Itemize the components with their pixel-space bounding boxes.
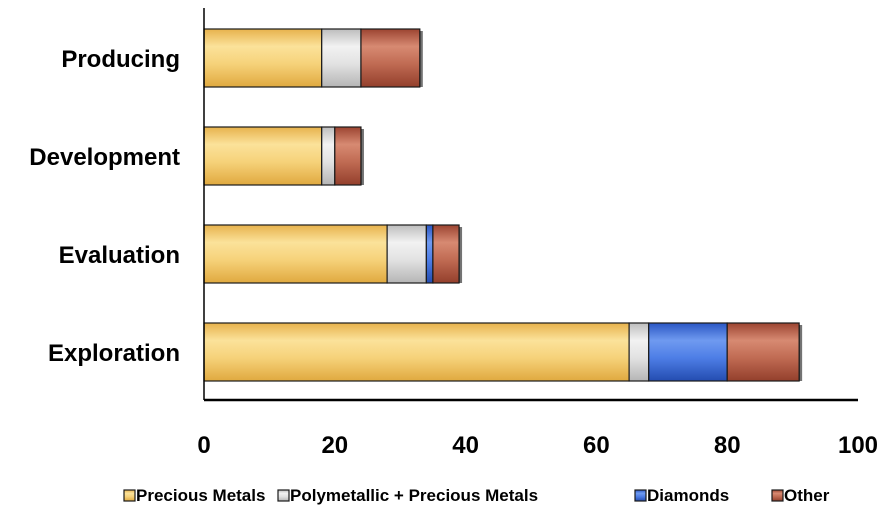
bar-development-polymetallic-precious-metals xyxy=(321,126,336,186)
x-tick-label-40: 40 xyxy=(452,432,479,459)
bar-exploration-polymetallic-precious-metals xyxy=(628,322,650,382)
bar-shadow-exploration xyxy=(799,325,803,381)
bar-exploration-precious-metals xyxy=(203,322,630,382)
x-tick-label-80: 80 xyxy=(714,432,741,459)
legend-label-other: Other xyxy=(784,486,830,505)
category-label-development: Development xyxy=(29,144,180,171)
bar-producing-precious-metals xyxy=(203,28,323,88)
bar-exploration-diamonds xyxy=(648,322,728,382)
bar-producing-polymetallic-precious-metals xyxy=(321,28,362,88)
bar-evaluation-diamonds xyxy=(425,224,434,284)
x-tick-label-100: 100 xyxy=(838,432,878,459)
legend-swatch-precious-metals xyxy=(123,489,136,502)
bar-shadow-evaluation xyxy=(459,227,463,283)
legend-label-diamonds: Diamonds xyxy=(647,486,729,505)
bar-shadow-development xyxy=(360,129,364,185)
category-label-producing: Producing xyxy=(61,46,180,73)
legend-label-polymetallic-precious-metals: Polymetallic + Precious Metals xyxy=(290,486,538,505)
x-tick-label-60: 60 xyxy=(583,432,610,459)
legend: Precious Metals Polymetallic + Precious M… xyxy=(123,486,830,505)
bars-layer xyxy=(203,28,803,382)
bar-producing-other xyxy=(360,28,421,88)
axes-layer: Producing Development Evaluation Exploratio… xyxy=(29,8,878,459)
bar-development-other xyxy=(334,126,362,186)
bar-evaluation-polymetallic-precious-metals xyxy=(386,224,427,284)
legend-swatch-other xyxy=(771,489,784,502)
x-tick-label-0: 0 xyxy=(197,432,210,459)
bar-development-precious-metals xyxy=(203,126,323,186)
legend-label-precious-metals: Precious Metals xyxy=(136,486,265,505)
category-label-exploration: Exploration xyxy=(48,340,180,367)
bar-evaluation-other xyxy=(432,224,460,284)
legend-swatch-diamonds xyxy=(634,489,647,502)
category-label-evaluation: Evaluation xyxy=(59,242,180,269)
legend-swatch-polymetallic-precious-metals xyxy=(277,489,290,502)
bar-evaluation-precious-metals xyxy=(203,224,388,284)
x-tick-label-20: 20 xyxy=(321,432,348,459)
bar-shadow-producing xyxy=(419,31,423,87)
bar-exploration-other xyxy=(726,322,800,382)
